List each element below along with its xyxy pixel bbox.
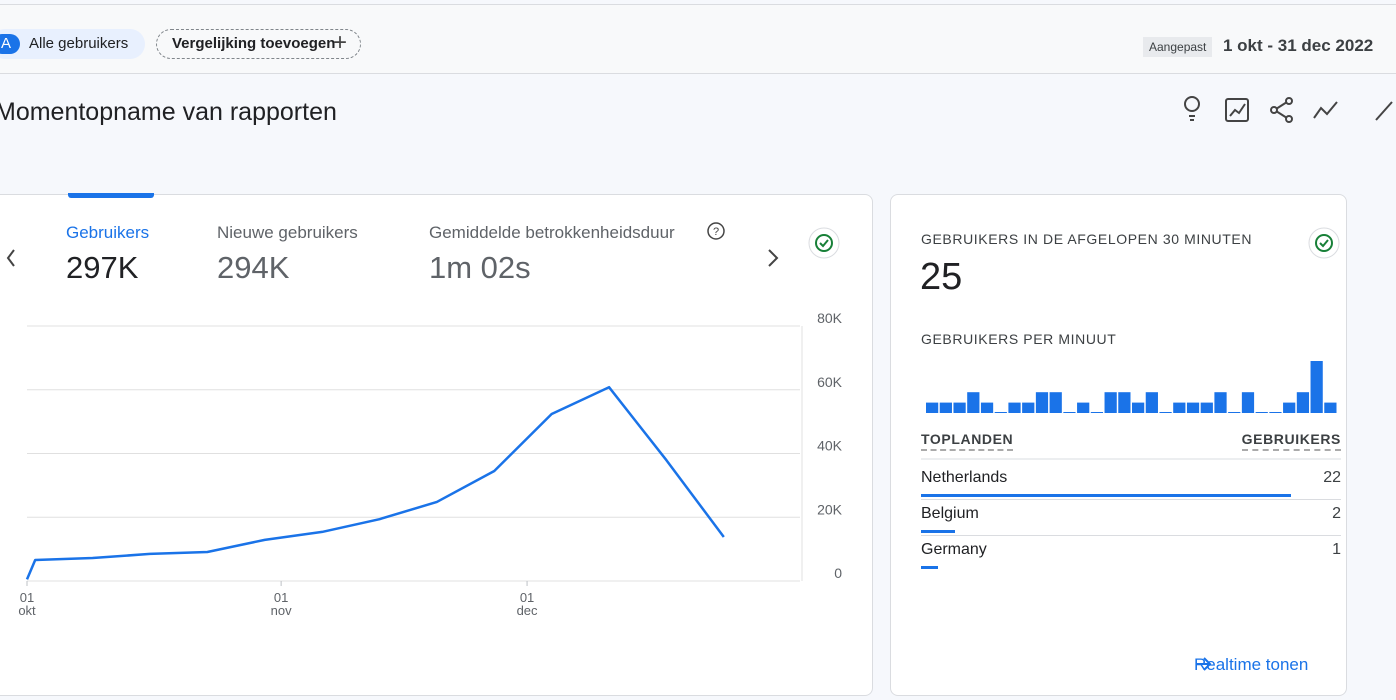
metric-label[interactable]: Nieuwe gebruikers <box>217 223 358 242</box>
country-value: 1 <box>1332 541 1341 558</box>
per-minute-title: GEBRUIKERS PER MINUUT <box>921 331 1117 347</box>
user-chip-label: Alle gebruikers <box>29 35 129 52</box>
metric-label[interactable]: Gebruikers <box>66 223 150 242</box>
bar <box>1214 392 1227 413</box>
toolbar-icons <box>6 96 1393 671</box>
country-name: Belgium <box>921 505 979 522</box>
country-name: Germany <box>921 541 987 558</box>
bar <box>1255 412 1268 413</box>
metric-value: 1m 02s <box>429 250 531 285</box>
x-tick-label: 01 dec <box>516 590 538 618</box>
page-title: Momentopname van rapporten <box>0 98 337 126</box>
bar <box>1283 402 1296 413</box>
country-bar <box>921 494 1291 497</box>
overview-card <box>0 194 873 696</box>
bar <box>980 402 994 413</box>
metric-value: 297K <box>66 250 139 285</box>
realtime-value: 25 <box>920 256 963 298</box>
compare-chip-label: Vergelijking toevoegen <box>172 35 336 52</box>
avatar: A <box>0 34 20 54</box>
bar <box>1200 402 1213 413</box>
row-divider <box>921 535 1341 536</box>
bar <box>1049 392 1062 413</box>
bar <box>1104 392 1117 413</box>
column-header: TOPLANDEN <box>921 431 1014 451</box>
bar <box>1022 402 1035 413</box>
check-icons <box>808 227 1340 259</box>
compare-chip[interactable] <box>156 29 361 59</box>
bar <box>1090 412 1104 413</box>
bar <box>1077 402 1090 413</box>
bar <box>1118 392 1131 413</box>
bar <box>1063 412 1076 413</box>
column-header: GEBRUIKERS <box>1241 431 1341 451</box>
bar <box>1173 402 1186 413</box>
bar <box>1035 392 1049 413</box>
bar <box>1296 392 1310 413</box>
y-tick-label: 20K <box>817 501 843 517</box>
help-icon: ? <box>713 226 719 238</box>
y-tick-label: 60K <box>817 374 843 390</box>
bar <box>1132 402 1145 413</box>
bar <box>1228 412 1241 413</box>
bar <box>967 392 980 413</box>
row-divider <box>921 499 1341 500</box>
bar <box>1186 402 1200 413</box>
bar <box>1269 412 1282 413</box>
country-name: Netherlands <box>921 469 1008 486</box>
bar <box>939 402 952 413</box>
metric-label[interactable]: Gemiddelde betrokkenheidsduur <box>429 223 675 242</box>
realtime-title: GEBRUIKERS IN DE AFGELOPEN 30 MINUTEN <box>921 231 1253 247</box>
y-tick-label: 40K <box>817 438 843 454</box>
metric-value: 294K <box>217 250 290 285</box>
user-chip[interactable] <box>0 29 145 59</box>
bar <box>1324 402 1337 413</box>
bar <box>994 412 1007 413</box>
y-tick-label: 80K <box>817 310 843 326</box>
bar <box>1310 361 1323 413</box>
realtime-card <box>890 194 1347 696</box>
realtime-link[interactable]: Realtime tonen <box>1194 655 1309 674</box>
x-tick-label: 01 nov <box>270 590 292 618</box>
bar <box>926 402 939 413</box>
bar <box>1008 402 1021 413</box>
country-bar <box>921 530 955 533</box>
x-tick-label: 01 okt <box>18 590 36 618</box>
country-bar <box>921 566 938 569</box>
plus-icon: + <box>333 29 348 56</box>
bar <box>1145 392 1158 413</box>
country-value: 2 <box>1332 505 1341 522</box>
y-tick-label: 0 <box>834 565 842 581</box>
bar <box>953 402 966 413</box>
line-series <box>25 385 725 580</box>
bar <box>1159 412 1172 413</box>
bar <box>1241 392 1255 413</box>
date-label: Aangepast <box>1143 37 1213 57</box>
country-value: 22 <box>1323 469 1341 486</box>
tab-indicator <box>68 193 154 198</box>
date-range[interactable]: 1 okt - 31 dec 2022 <box>1223 36 1374 55</box>
